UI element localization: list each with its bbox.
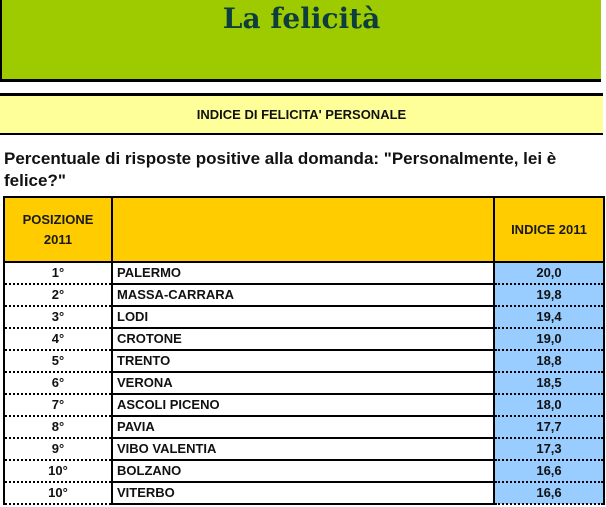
- index-cell: 17,7: [493, 416, 605, 439]
- subtitle-band: INDICE DI FELICITA' PERSONALE: [0, 93, 603, 135]
- table-row: 10° BOLZANO 16,6: [3, 460, 605, 483]
- table-row: 10° VITERBO 16,6: [3, 482, 605, 505]
- city-cell: BOLZANO: [112, 460, 494, 483]
- ranking-table: POSIZIONE 2011 INDICE 2011 1° PALERMO 20…: [3, 196, 605, 505]
- table-row: 5° TRENTO 18,8: [3, 350, 605, 373]
- index-cell: 19,4: [493, 306, 605, 329]
- index-cell: 19,0: [493, 328, 605, 351]
- city-cell: TRENTO: [112, 350, 494, 373]
- table-row: 8° PAVIA 17,7: [3, 416, 605, 439]
- index-cell: 20,0: [493, 262, 605, 285]
- city-cell: PALERMO: [112, 262, 494, 285]
- table-header-row: POSIZIONE 2011 INDICE 2011: [3, 196, 605, 263]
- title-band: La felicità: [0, 0, 601, 82]
- index-cell: 16,6: [493, 482, 605, 505]
- column-header-position: POSIZIONE 2011: [3, 196, 113, 263]
- page-title: La felicità: [222, 2, 381, 35]
- city-cell: VIBO VALENTIA: [112, 438, 494, 461]
- position-header-line2: 2011: [43, 231, 73, 247]
- table-row: 1° PALERMO 20,0: [3, 262, 605, 285]
- position-cell: 1°: [3, 262, 113, 285]
- position-cell: 3°: [3, 306, 113, 329]
- table-row: 4° CROTONE 19,0: [3, 328, 605, 351]
- column-header-city: [111, 196, 495, 263]
- position-cell: 9°: [3, 438, 113, 461]
- city-cell: VERONA: [112, 372, 494, 395]
- table-row: 2° MASSA-CARRARA 19,8: [3, 284, 605, 307]
- position-cell: 5°: [3, 350, 113, 373]
- position-cell: 6°: [3, 372, 113, 395]
- city-cell: MASSA-CARRARA: [112, 284, 494, 307]
- position-cell: 2°: [3, 284, 113, 307]
- position-cell: 4°: [3, 328, 113, 351]
- city-cell: PAVIA: [112, 416, 494, 439]
- table-row: 7° ASCOLI PICENO 18,0: [3, 394, 605, 417]
- position-cell: 8°: [3, 416, 113, 439]
- city-cell: LODI: [112, 306, 494, 329]
- city-cell: CROTONE: [112, 328, 494, 351]
- table-row: 9° VIBO VALENTIA 17,3: [3, 438, 605, 461]
- column-header-index: INDICE 2011: [493, 196, 605, 263]
- position-header-line1: POSIZIONE: [22, 211, 94, 227]
- index-cell: 16,6: [493, 460, 605, 483]
- index-cell: 18,5: [493, 372, 605, 395]
- table-row: 6° VERONA 18,5: [3, 372, 605, 395]
- index-cell: 18,0: [493, 394, 605, 417]
- city-cell: ASCOLI PICENO: [112, 394, 494, 417]
- position-cell: 10°: [3, 482, 113, 505]
- index-cell: 18,8: [493, 350, 605, 373]
- city-cell: VITERBO: [112, 482, 494, 505]
- position-cell: 10°: [3, 460, 113, 483]
- section-subtitle: INDICE DI FELICITA' PERSONALE: [196, 107, 407, 122]
- index-cell: 17,3: [493, 438, 605, 461]
- position-cell: 7°: [3, 394, 113, 417]
- survey-question: Percentuale di risposte positive alla do…: [4, 149, 557, 190]
- table-row: 3° LODI 19,4: [3, 306, 605, 329]
- index-cell: 19,8: [493, 284, 605, 307]
